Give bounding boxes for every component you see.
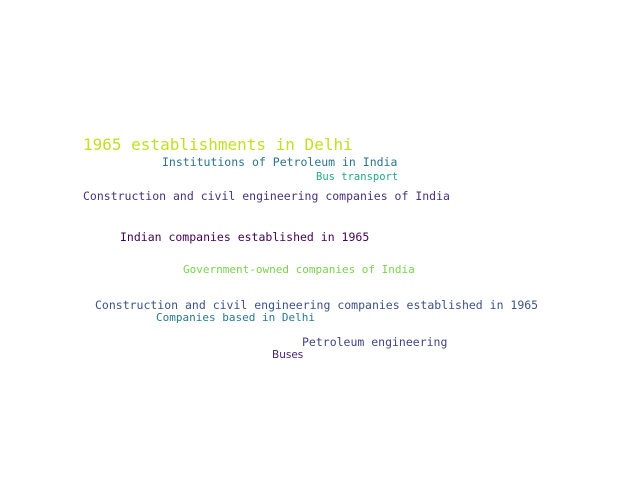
word-construction-and-civil-engineering-companies-of-india: Construction and civil engineering compa… <box>83 189 450 203</box>
word-institutions-of-petroleum-in-india: Institutions of Petroleum in India <box>162 155 398 169</box>
word-bus-transport: Bus transport <box>316 171 399 183</box>
word-buses: Buses <box>272 349 304 361</box>
word-companies-based-in-delhi: Companies based in Delhi <box>156 311 315 324</box>
word-1965-establishments-in-delhi: 1965 establishments in Delhi <box>83 135 353 154</box>
word-government-owned-companies-of-india: Government-owned companies of India <box>183 263 415 276</box>
word-construction-and-civil-engineering-companies-established-in-1965: Construction and civil engineering compa… <box>95 298 539 312</box>
word-indian-companies-established-in-1965: Indian companies established in 1965 <box>120 230 370 244</box>
word-petroleum-engineering: Petroleum engineering <box>302 335 448 349</box>
